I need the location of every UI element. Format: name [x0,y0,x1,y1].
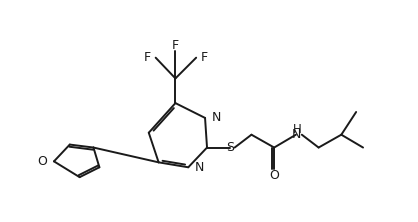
Text: N: N [292,128,301,141]
Text: O: O [37,155,47,168]
Text: O: O [269,169,279,182]
Text: N: N [195,161,204,174]
Text: N: N [212,111,222,124]
Text: S: S [226,141,234,154]
Text: F: F [201,51,208,64]
Text: F: F [172,39,179,52]
Text: H: H [293,123,301,136]
Text: F: F [144,51,151,64]
